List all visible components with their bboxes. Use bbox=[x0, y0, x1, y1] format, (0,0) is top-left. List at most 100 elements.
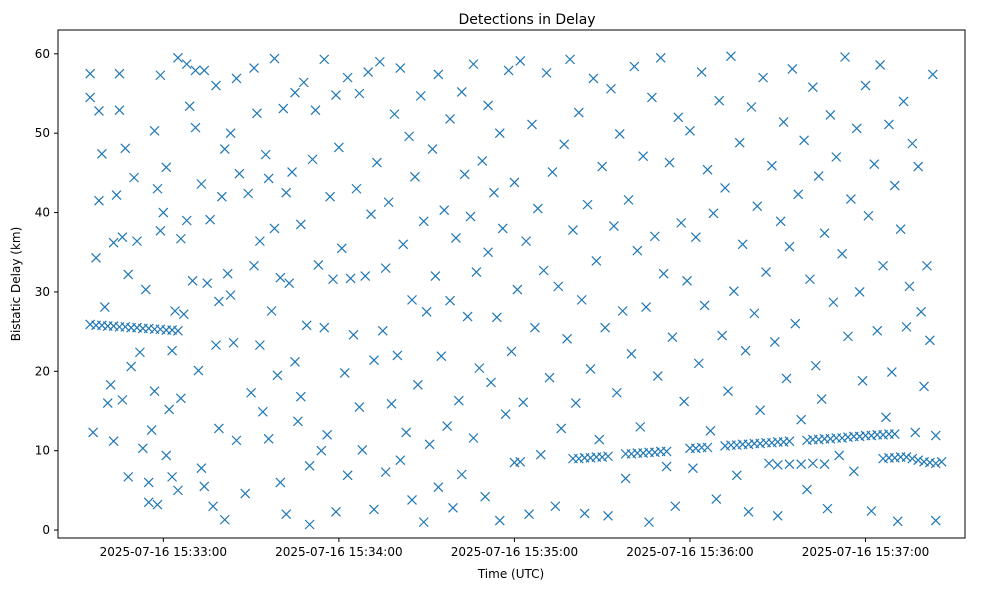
data-point bbox=[363, 67, 374, 77]
data-point bbox=[155, 225, 166, 236]
data-point bbox=[521, 236, 532, 247]
data-point bbox=[418, 517, 429, 528]
data-point bbox=[175, 393, 186, 404]
data-point bbox=[459, 169, 470, 180]
data-point bbox=[687, 463, 698, 474]
data-point bbox=[354, 88, 365, 99]
data-point bbox=[532, 203, 543, 214]
data-point bbox=[263, 433, 274, 444]
data-point bbox=[576, 294, 587, 305]
data-point bbox=[278, 103, 289, 114]
data-point bbox=[731, 470, 742, 481]
data-point bbox=[85, 92, 96, 103]
data-point bbox=[219, 144, 230, 154]
data-point bbox=[173, 325, 183, 336]
data-point bbox=[579, 508, 590, 519]
data-point bbox=[565, 54, 575, 65]
data-point bbox=[445, 295, 455, 306]
scatter-markers bbox=[85, 51, 947, 530]
data-point bbox=[126, 361, 137, 372]
data-point bbox=[114, 68, 125, 79]
x-tick-label: 2025-07-16 15:36:00 bbox=[626, 545, 753, 559]
data-point bbox=[129, 172, 139, 183]
data-point bbox=[813, 171, 824, 181]
y-tick-label: 50 bbox=[35, 126, 50, 140]
data-point bbox=[799, 135, 810, 146]
data-point bbox=[884, 119, 894, 130]
data-point bbox=[649, 231, 660, 242]
data-point bbox=[219, 514, 230, 525]
data-point bbox=[412, 379, 423, 390]
data-point bbox=[369, 504, 379, 515]
data-point bbox=[339, 367, 350, 378]
data-point bbox=[181, 59, 192, 70]
x-tick-label: 2025-07-16 15:37:00 bbox=[802, 545, 929, 559]
data-point bbox=[924, 335, 935, 346]
data-point bbox=[904, 281, 915, 292]
data-point bbox=[728, 286, 739, 297]
data-point bbox=[711, 494, 722, 505]
data-point bbox=[439, 205, 450, 216]
data-point bbox=[360, 271, 371, 281]
data-point bbox=[345, 273, 356, 284]
data-point bbox=[456, 86, 467, 97]
data-point bbox=[468, 59, 479, 70]
data-point bbox=[225, 290, 236, 301]
data-point bbox=[325, 191, 336, 202]
data-point bbox=[477, 156, 488, 166]
data-point bbox=[421, 306, 432, 317]
data-point bbox=[199, 481, 210, 492]
data-point bbox=[181, 215, 192, 226]
data-point bbox=[208, 501, 218, 512]
data-point bbox=[483, 100, 494, 111]
data-point bbox=[588, 73, 599, 84]
x-axis-label: Time (UTC) bbox=[477, 567, 544, 581]
data-point bbox=[94, 195, 104, 206]
data-point bbox=[398, 239, 409, 250]
data-point bbox=[158, 207, 169, 218]
data-point bbox=[371, 157, 382, 168]
data-point bbox=[170, 306, 180, 316]
data-point bbox=[85, 68, 96, 79]
data-point bbox=[535, 449, 546, 460]
data-point bbox=[889, 429, 900, 439]
data-point bbox=[635, 421, 646, 432]
data-point bbox=[254, 340, 265, 351]
data-point bbox=[395, 63, 406, 74]
data-point bbox=[102, 398, 113, 408]
data-point bbox=[807, 82, 818, 93]
data-point bbox=[673, 112, 684, 123]
data-point bbox=[761, 267, 771, 278]
data-point bbox=[784, 241, 795, 252]
data-point bbox=[661, 461, 672, 472]
data-point bbox=[117, 394, 128, 405]
data-point bbox=[807, 458, 818, 469]
data-point bbox=[152, 183, 163, 194]
data-point bbox=[313, 260, 324, 270]
data-point bbox=[310, 105, 321, 116]
data-point bbox=[272, 370, 283, 381]
data-point bbox=[766, 160, 777, 171]
data-point bbox=[693, 358, 704, 369]
data-point bbox=[380, 263, 391, 274]
data-point bbox=[647, 92, 657, 103]
data-point bbox=[187, 275, 198, 286]
data-point bbox=[263, 173, 274, 184]
data-point bbox=[146, 425, 157, 435]
data-point bbox=[234, 168, 245, 179]
data-point bbox=[269, 53, 280, 64]
data-point bbox=[108, 237, 119, 248]
data-point bbox=[211, 340, 221, 351]
data-point bbox=[591, 256, 602, 266]
data-point bbox=[515, 456, 526, 467]
data-point bbox=[468, 433, 479, 443]
y-tick-label: 20 bbox=[35, 364, 50, 378]
data-point bbox=[878, 260, 889, 271]
data-point bbox=[190, 122, 201, 133]
data-point bbox=[366, 209, 376, 220]
data-point bbox=[919, 381, 929, 392]
data-point bbox=[161, 450, 172, 461]
data-point bbox=[910, 427, 921, 438]
data-point bbox=[494, 515, 505, 526]
